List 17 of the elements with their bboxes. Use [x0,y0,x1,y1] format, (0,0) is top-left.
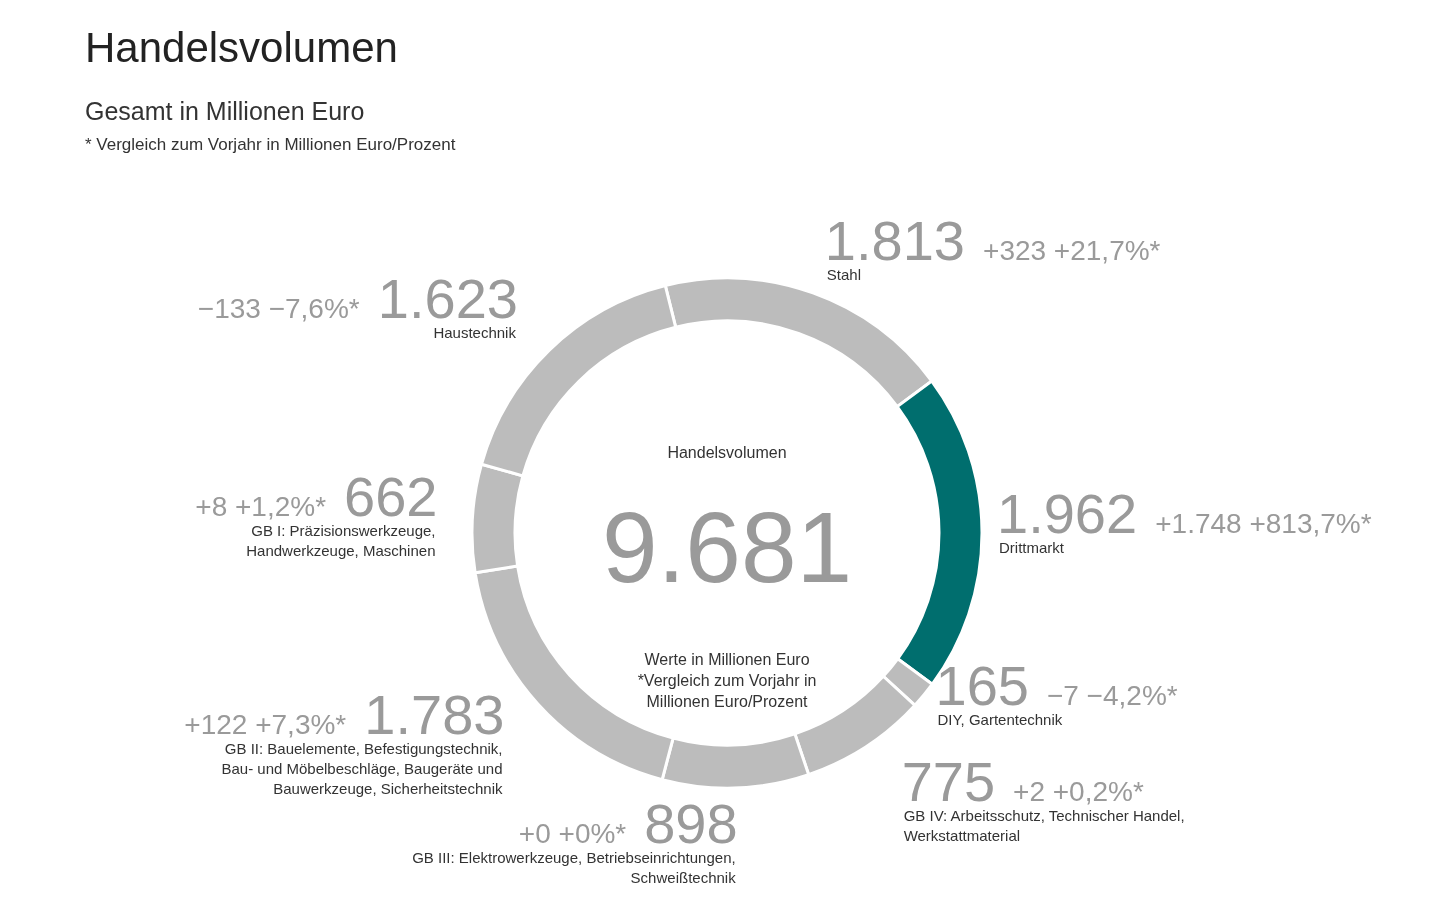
text: −133 −7,6%* [197,292,360,324]
text: −7 −4,2%* [1046,679,1178,711]
text: Handelsvolumen [667,444,787,461]
text: +0 +0%* [518,817,627,849]
slice-label: GB III: Elektrowerkzeuge, Betriebseinrichtungen, Schweißtechnik [412,848,737,886]
text: +8 +1,2%* [195,491,327,523]
text: +323 +21,7%* [983,234,1161,266]
slice-label: DIY, Gartentechnik [937,710,1063,728]
text: +2 +0,2%* [1013,776,1144,808]
chart-subtitle: Gesamt in Millionen Euro [85,97,365,125]
text: +1.748 +813,7%* [1155,507,1372,539]
text: * Vergleich zum Vorjahr in Millionen Euro/Prozent [85,135,456,154]
chart-title: Handelsvolumen [85,24,398,71]
text: 9.681 [601,491,853,603]
text: +122 +7,3%* [184,709,347,741]
text: Werte in Millionen Euro *Vergleich zum Vorjahr in Millionen Euro/Prozent [637,651,817,710]
slice-label: Haustechnik [433,323,517,341]
